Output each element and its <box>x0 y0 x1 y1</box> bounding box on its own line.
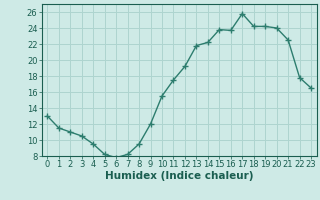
X-axis label: Humidex (Indice chaleur): Humidex (Indice chaleur) <box>105 171 253 181</box>
